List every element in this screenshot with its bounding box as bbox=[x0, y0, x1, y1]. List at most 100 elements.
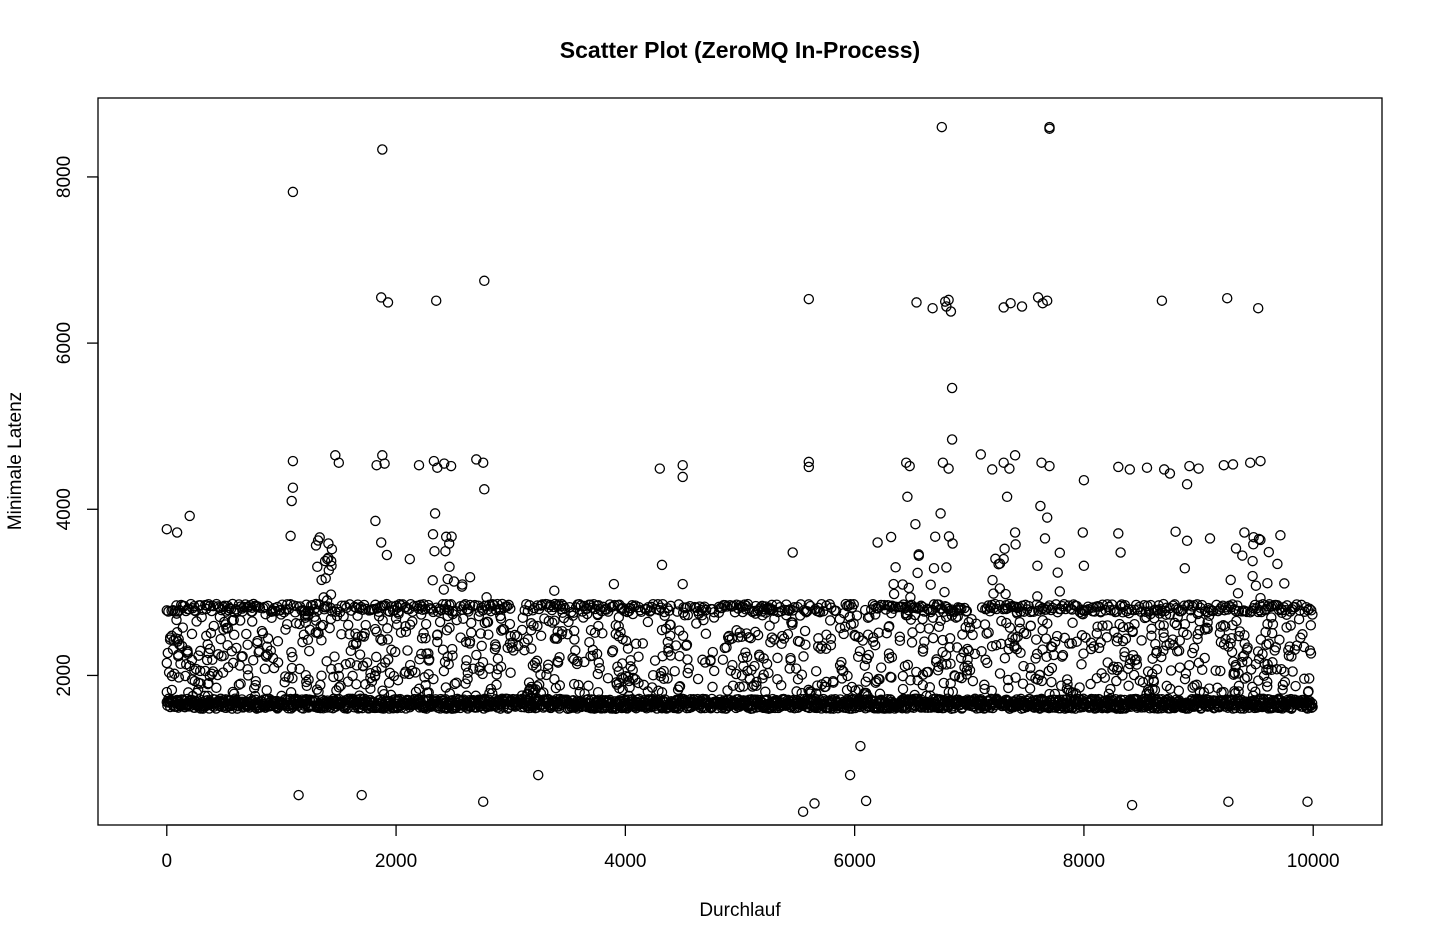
data-point bbox=[1267, 619, 1279, 630]
data-point bbox=[369, 623, 381, 635]
data-point bbox=[719, 642, 731, 654]
data-point bbox=[1287, 666, 1298, 677]
y-axis-label: Minimale Latenz bbox=[5, 392, 26, 530]
data-point bbox=[1228, 669, 1239, 680]
data-point bbox=[924, 682, 936, 693]
data-point bbox=[1179, 563, 1191, 574]
data-point bbox=[1127, 625, 1138, 637]
data-point bbox=[460, 661, 472, 672]
data-point bbox=[873, 673, 884, 685]
data-point bbox=[1120, 633, 1132, 644]
data-point bbox=[1054, 586, 1066, 597]
data-point bbox=[1101, 632, 1113, 643]
data-point bbox=[356, 630, 368, 642]
data-point bbox=[481, 592, 492, 603]
data-point bbox=[941, 562, 952, 573]
data-point bbox=[1239, 638, 1250, 649]
data-point bbox=[471, 454, 482, 465]
data-point bbox=[1215, 636, 1227, 648]
data-point bbox=[1184, 460, 1195, 472]
data-point bbox=[379, 657, 391, 668]
data-point bbox=[1046, 662, 1058, 674]
data-point bbox=[202, 690, 214, 702]
data-point bbox=[421, 687, 433, 698]
data-point bbox=[1266, 612, 1277, 623]
data-point bbox=[556, 625, 568, 637]
data-point bbox=[385, 689, 397, 701]
data-point bbox=[637, 638, 649, 649]
data-point bbox=[440, 545, 451, 557]
data-point bbox=[961, 605, 973, 617]
data-point bbox=[862, 629, 874, 640]
data-point bbox=[234, 660, 246, 671]
data-point bbox=[737, 652, 749, 664]
data-point bbox=[928, 562, 940, 574]
data-point bbox=[491, 669, 502, 680]
data-point bbox=[658, 673, 670, 685]
data-point bbox=[501, 601, 513, 612]
data-point bbox=[526, 643, 537, 654]
data-point bbox=[652, 599, 664, 610]
data-point bbox=[730, 668, 742, 680]
data-point bbox=[416, 648, 427, 660]
data-point bbox=[316, 574, 327, 586]
data-point bbox=[936, 121, 948, 133]
data-point bbox=[1014, 623, 1026, 635]
data-point bbox=[943, 294, 954, 306]
data-point bbox=[449, 678, 461, 690]
data-point bbox=[1262, 577, 1273, 589]
data-point bbox=[1267, 657, 1278, 668]
data-point bbox=[1279, 676, 1291, 688]
data-point bbox=[423, 669, 434, 680]
data-point bbox=[1261, 681, 1273, 692]
data-point bbox=[1147, 684, 1158, 695]
data-point bbox=[378, 688, 390, 700]
data-point bbox=[969, 648, 981, 660]
data-points bbox=[161, 121, 1318, 817]
data-point bbox=[803, 293, 815, 305]
data-point bbox=[203, 647, 214, 659]
data-point bbox=[280, 671, 291, 682]
data-point bbox=[517, 612, 529, 623]
y-tick-label: 2000 bbox=[54, 654, 75, 696]
data-point bbox=[333, 682, 345, 693]
data-point bbox=[824, 615, 836, 626]
data-point bbox=[1114, 618, 1125, 630]
data-point bbox=[172, 636, 183, 647]
data-point bbox=[1295, 632, 1306, 644]
data-point bbox=[180, 670, 191, 682]
data-point bbox=[1234, 626, 1246, 637]
data-point bbox=[1215, 665, 1226, 677]
data-point bbox=[1128, 669, 1140, 681]
data-point bbox=[937, 457, 949, 468]
data-point bbox=[620, 670, 632, 682]
data-point bbox=[1141, 462, 1153, 473]
data-point bbox=[527, 660, 539, 671]
data-point bbox=[933, 621, 945, 633]
data-point bbox=[1085, 678, 1096, 690]
data-point bbox=[213, 649, 224, 660]
data-point bbox=[803, 684, 814, 696]
data-point bbox=[841, 684, 853, 696]
data-point bbox=[946, 434, 958, 445]
data-point bbox=[828, 677, 839, 688]
data-point bbox=[855, 740, 866, 752]
data-point bbox=[1044, 121, 1055, 133]
data-point bbox=[1061, 674, 1073, 685]
data-point bbox=[338, 611, 349, 622]
x-tick-label: 8000 bbox=[1063, 851, 1105, 872]
data-point bbox=[1233, 686, 1244, 697]
data-point bbox=[573, 679, 584, 691]
data-point bbox=[670, 640, 682, 651]
data-point bbox=[1092, 621, 1103, 632]
data-point bbox=[400, 626, 412, 638]
data-point bbox=[979, 679, 990, 691]
data-point bbox=[647, 669, 659, 681]
data-point bbox=[1103, 688, 1115, 700]
data-point bbox=[967, 629, 978, 641]
data-point bbox=[649, 655, 661, 666]
data-point bbox=[479, 275, 490, 287]
data-point bbox=[1146, 623, 1157, 635]
data-point bbox=[439, 656, 451, 668]
data-point bbox=[1230, 661, 1241, 673]
